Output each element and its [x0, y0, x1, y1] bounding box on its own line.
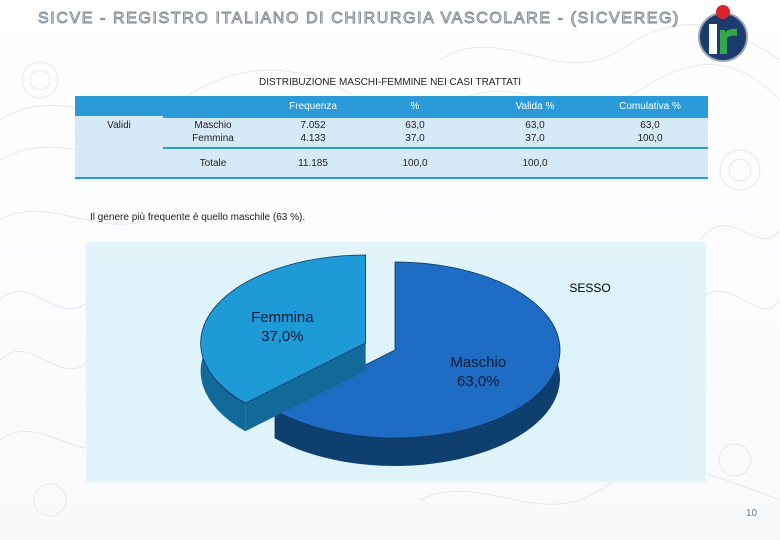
cell-freq-femmina: 4.133 — [300, 133, 326, 144]
row-label-totale: Totale — [199, 158, 227, 169]
table-divider — [163, 116, 708, 118]
cell-valid-femmina: 37,0 — [525, 133, 545, 144]
cell-cum-femmina: 100,0 — [637, 133, 663, 144]
table-header-row — [75, 96, 708, 116]
pie-label-maschio: Maschio — [450, 354, 506, 371]
column-header-frequenza: Frequenza — [289, 101, 337, 112]
summary-note: Il genere più frequente è quello maschil… — [90, 212, 306, 223]
chart-title: SESSO — [569, 281, 610, 295]
cell-freq-maschio: 7.052 — [300, 120, 326, 131]
row-label-maschio: Maschio — [194, 120, 232, 131]
header-title: SICVE - REGISTRO ITALIANO DI CHIRURGIA V… — [38, 10, 680, 28]
table-title: DISTRIBUZIONE MASCHI-FEMMINE NEI CASI TR… — [258, 77, 522, 88]
frequency-table: Frequenza % Valida % Cumulativa % Validi… — [75, 96, 708, 179]
pie-slice-wall-femmina — [245, 343, 366, 432]
pie-slice-side-maschio — [274, 262, 560, 466]
cell-pct-femmina: 37,0 — [405, 133, 425, 144]
cell-valid-totale: 100,0 — [522, 158, 548, 169]
column-header-percent: % — [410, 101, 420, 112]
column-header-cumulativa: Cumulativa % — [619, 101, 681, 112]
pie-value-label-femmina: 37,0% — [261, 328, 304, 345]
pie-value-label-maschio: 63,0% — [457, 373, 500, 390]
pie-slice-femmina — [200, 254, 367, 404]
cell-valid-maschio: 63,0 — [525, 120, 545, 131]
cell-pct-maschio: 63,0 — [405, 120, 425, 131]
cell-freq-totale: 11.185 — [298, 158, 328, 169]
row-label-femmina: Femmina — [192, 133, 234, 144]
table-divider — [163, 147, 708, 149]
page-number: 10 — [746, 508, 758, 519]
group-label: Validi — [107, 120, 131, 131]
column-header-valida: Valida % — [515, 101, 555, 112]
sicve-logo-icon — [698, 5, 748, 62]
cell-cum-maschio: 63,0 — [640, 120, 660, 131]
pie-slice-maschio — [273, 261, 561, 439]
cell-pct-totale: 100,0 — [402, 158, 428, 169]
pie-label-femmina: Femmina — [251, 309, 314, 326]
